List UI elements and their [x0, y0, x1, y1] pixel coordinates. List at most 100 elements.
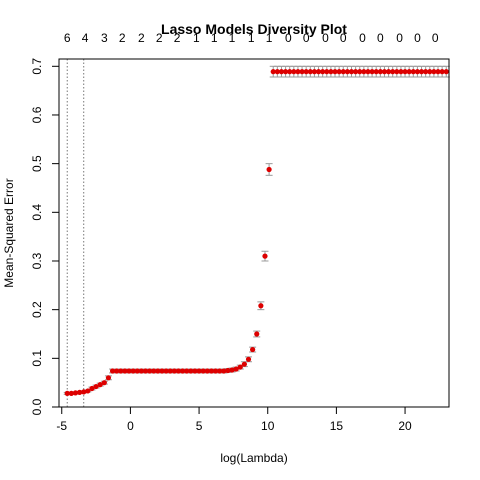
top-tick-label: 0	[322, 31, 329, 45]
data-point	[179, 368, 186, 374]
data-point	[89, 385, 95, 392]
y-tick-label: 0.4	[30, 204, 44, 221]
data-point	[134, 368, 140, 374]
data-point	[93, 383, 99, 390]
x-tick-label: 5	[196, 419, 203, 433]
data-point	[237, 364, 243, 370]
data-point	[365, 69, 371, 75]
top-tick-label: 0	[340, 31, 347, 45]
top-tick-label: 0	[359, 31, 366, 45]
data-point	[200, 368, 206, 374]
data-point	[204, 368, 210, 374]
x-tick-label: 0	[127, 419, 134, 433]
chart-title: Lasso Models Diversity Plot	[161, 21, 347, 37]
data-point	[373, 69, 379, 75]
data-point	[274, 69, 280, 75]
data-points	[64, 69, 449, 396]
data-point	[315, 69, 322, 75]
data-point	[369, 69, 375, 75]
top-tick-label: 0	[303, 31, 310, 45]
data-point	[320, 69, 326, 75]
data-point	[163, 368, 169, 374]
data-point	[394, 69, 400, 75]
data-point	[299, 69, 305, 75]
top-tick-label: 1	[193, 31, 200, 45]
top-tick-label: 1	[229, 31, 236, 45]
data-point	[307, 69, 313, 75]
data-point	[109, 368, 116, 374]
top-tick-label: 2	[156, 31, 163, 45]
data-point	[377, 69, 383, 75]
top-tick-label: 0	[432, 31, 439, 45]
data-point	[175, 368, 182, 374]
data-point	[332, 69, 338, 75]
data-point	[72, 390, 79, 396]
top-tick-label: 0	[377, 31, 384, 45]
y-tick-label: 0.1	[30, 350, 44, 367]
data-point	[336, 69, 342, 75]
data-point	[184, 368, 190, 374]
top-tick-label: 6	[64, 31, 71, 45]
data-point	[188, 368, 194, 374]
data-point	[435, 69, 441, 75]
data-point	[171, 368, 177, 374]
data-point	[192, 368, 198, 374]
data-point	[221, 368, 227, 374]
data-point	[76, 389, 83, 395]
data-point	[68, 390, 74, 396]
top-tick-label: 0	[285, 31, 292, 45]
data-point	[328, 69, 334, 75]
data-point	[353, 69, 359, 75]
data-point	[105, 375, 112, 381]
data-point	[427, 69, 433, 75]
data-point	[126, 368, 132, 374]
data-point	[414, 69, 421, 75]
data-point	[241, 361, 247, 367]
data-point	[217, 368, 223, 374]
data-point	[287, 69, 293, 75]
data-point	[118, 368, 124, 374]
data-point	[270, 69, 276, 75]
top-tick-label: 2	[138, 31, 145, 45]
top-tick-label: 2	[119, 31, 126, 45]
data-point	[122, 368, 128, 374]
data-point	[385, 69, 392, 75]
y-tick-label: 0.0	[30, 398, 44, 415]
data-point	[278, 69, 285, 75]
data-point	[142, 368, 149, 374]
data-point	[138, 368, 144, 374]
top-tick-label: 3	[101, 31, 108, 45]
data-point	[282, 69, 289, 75]
top-tick-label: 0	[414, 31, 421, 45]
data-point	[81, 389, 87, 395]
data-point	[348, 69, 355, 75]
data-point	[402, 69, 408, 75]
top-tick-label: 2	[174, 31, 181, 45]
y-tick-label: 0.2	[30, 301, 44, 318]
data-point	[443, 69, 449, 75]
x-tick-label: 10	[261, 419, 275, 433]
data-point	[303, 69, 309, 75]
data-point	[208, 368, 215, 374]
data-point	[151, 368, 157, 374]
data-point	[344, 69, 350, 75]
data-point	[311, 69, 318, 75]
data-point	[233, 366, 239, 372]
data-point	[196, 368, 202, 374]
data-point	[324, 69, 330, 75]
x-tick-label: -5	[56, 419, 67, 433]
data-point	[97, 382, 103, 388]
data-point	[254, 331, 260, 337]
data-point	[291, 69, 297, 75]
x-axis: -5 0 5 10 15 20	[56, 406, 412, 433]
data-point	[147, 368, 153, 374]
data-point	[130, 368, 136, 374]
data-point	[266, 166, 272, 173]
data-point	[101, 380, 107, 386]
top-tick-label: 1	[266, 31, 273, 45]
data-point	[159, 368, 165, 374]
top-tick-label: 1	[211, 31, 218, 45]
